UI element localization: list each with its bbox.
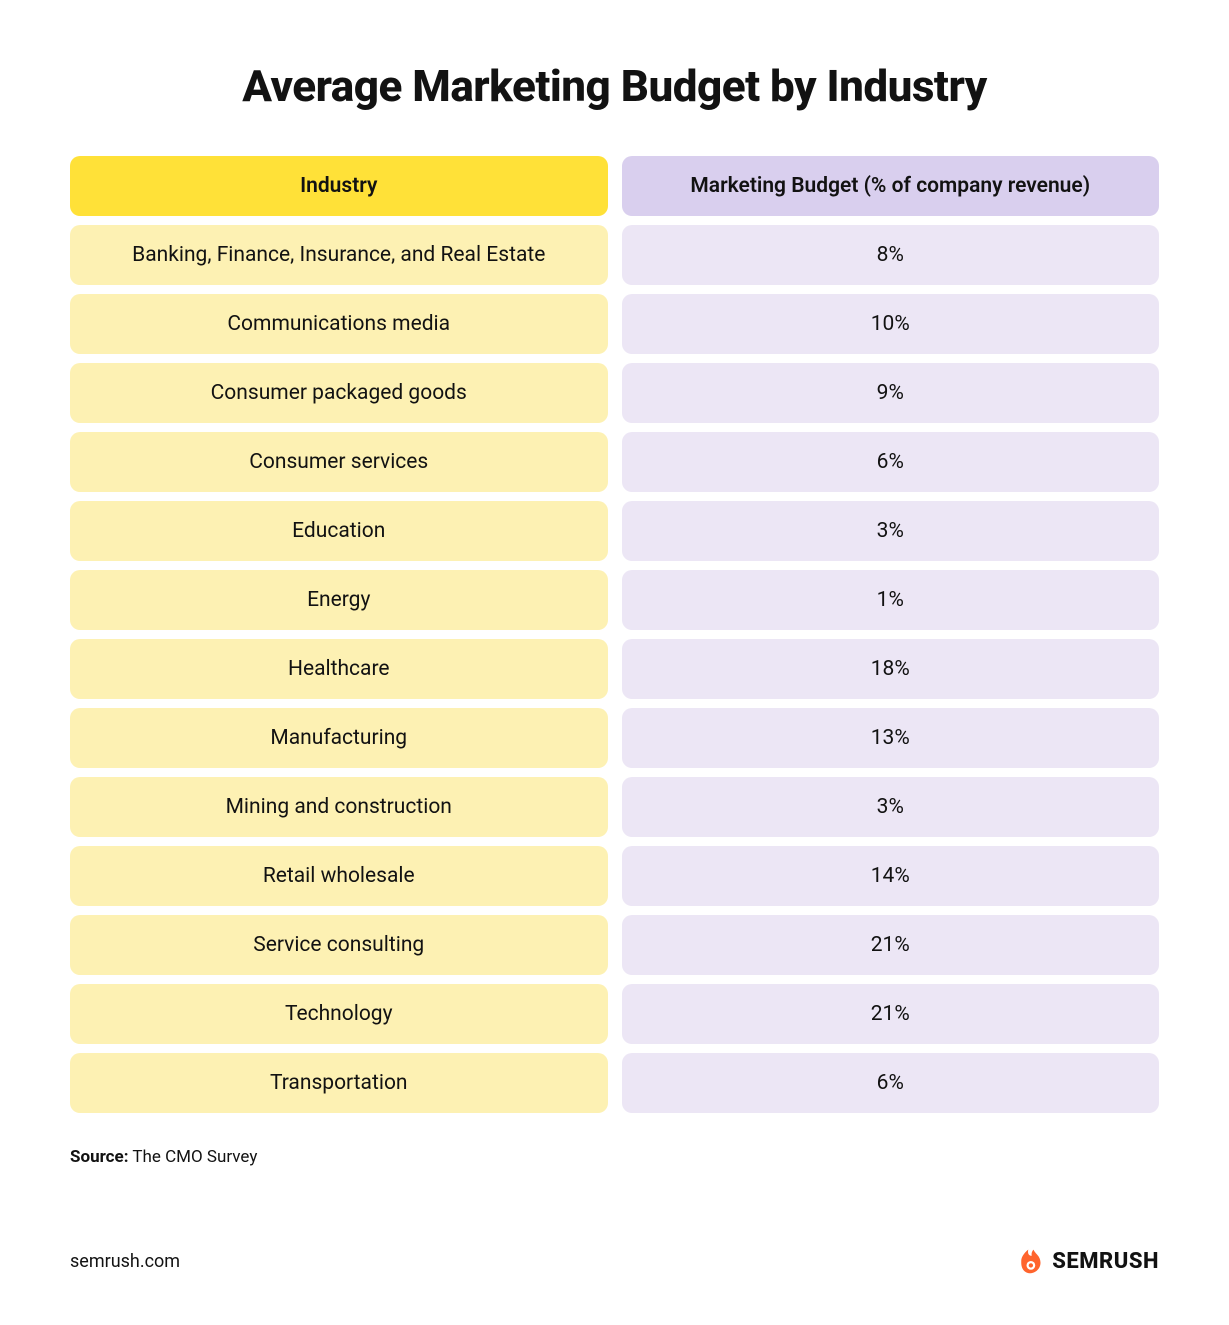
table-cell: 14% (622, 846, 1160, 906)
footer: semrush.com SEMRUSH (70, 1247, 1159, 1275)
page-title: Average Marketing Budget by Industry (70, 60, 1159, 112)
footer-site: semrush.com (70, 1251, 180, 1272)
table-cell: 13% (622, 708, 1160, 768)
table-cell: Service consulting (70, 915, 608, 975)
table-cell: Energy (70, 570, 608, 630)
source-text: The CMO Survey (132, 1147, 257, 1167)
table-cell: 9% (622, 363, 1160, 423)
table-cell: Manufacturing (70, 708, 608, 768)
table-cell: Banking, Finance, Insurance, and Real Es… (70, 225, 608, 285)
table-cell: 3% (622, 777, 1160, 837)
table-cell: Healthcare (70, 639, 608, 699)
table-cell: 1% (622, 570, 1160, 630)
brand-text: SEMRUSH (1052, 1249, 1159, 1274)
flame-icon (1016, 1247, 1044, 1275)
brand-logo: SEMRUSH (1016, 1247, 1159, 1275)
table-cell: 3% (622, 501, 1160, 561)
table-cell: Technology (70, 984, 608, 1044)
table-cell: Communications media (70, 294, 608, 354)
table-cell: Consumer services (70, 432, 608, 492)
table-cell: 6% (622, 432, 1160, 492)
table-cell: 6% (622, 1053, 1160, 1113)
table-cell: 21% (622, 915, 1160, 975)
table-column: Marketing Budget (% of company revenue) 8… (622, 156, 1160, 1113)
table-cell: Transportation (70, 1053, 608, 1113)
table-column: Industry Banking, Finance, Insurance, and… (70, 156, 608, 1113)
table-cell: Consumer packaged goods (70, 363, 608, 423)
budget-table: Industry Banking, Finance, Insurance, and… (70, 156, 1159, 1113)
table-cell: Education (70, 501, 608, 561)
source-label: Source: (70, 1147, 128, 1167)
table-cell: 21% (622, 984, 1160, 1044)
table-cell: 10% (622, 294, 1160, 354)
table-cell: 8% (622, 225, 1160, 285)
table-cell: Mining and construction (70, 777, 608, 837)
table-cell: 18% (622, 639, 1160, 699)
table-cell: Retail wholesale (70, 846, 608, 906)
column-header: Industry (70, 156, 608, 216)
source-line: Source: The CMO Survey (70, 1147, 1159, 1167)
column-header: Marketing Budget (% of company revenue) (622, 156, 1160, 216)
